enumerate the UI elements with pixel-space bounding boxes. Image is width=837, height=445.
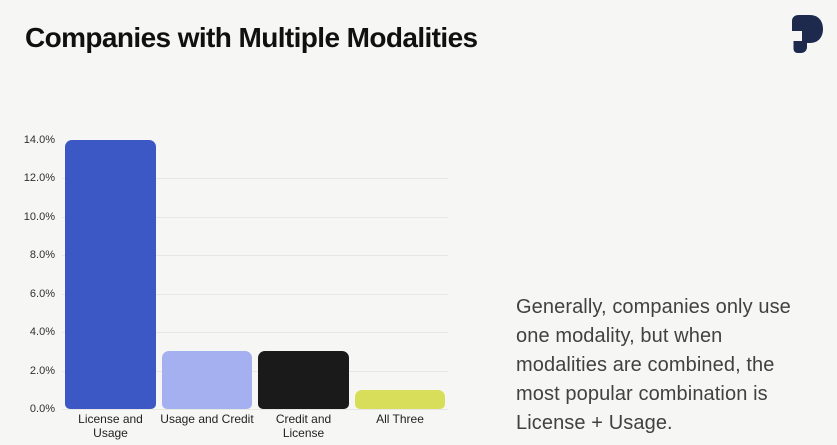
annotation-text: Generally, companies only use one modalit… xyxy=(516,293,791,438)
gridline-12 xyxy=(62,178,448,180)
bar-chart: 0.0% 2.0% 4.0% 6.0% 8.0% 10.0% 12.0% 14.0% Lice… xyxy=(23,134,448,440)
plot-area xyxy=(62,140,448,409)
bar-all-three xyxy=(354,389,445,409)
y-tick-label: 6.0% xyxy=(29,287,55,300)
gridline-10 xyxy=(62,216,448,218)
y-tick-label: 14.0% xyxy=(23,134,55,146)
annotation-line: License + Usage. xyxy=(516,412,673,434)
page-title: Companies with Multiple Modalities xyxy=(25,22,478,53)
x-axis-label-all-three: All Three xyxy=(376,412,424,426)
x-axis-label-credit-and-license: Credit and License xyxy=(275,412,332,440)
annotation-line: modalities are combined, the xyxy=(516,354,775,376)
y-tick-label: 2.0% xyxy=(29,364,55,377)
x-axis-label-license-and-usage: License and Usage xyxy=(78,412,143,440)
y-tick-label: 8.0% xyxy=(29,249,55,262)
gridline-2 xyxy=(62,370,448,372)
annotation-line: most popular combination is xyxy=(516,383,768,405)
y-tick-label: 12.0% xyxy=(23,172,55,185)
y-tick-label: 10.0% xyxy=(23,210,55,223)
y-tick-label: 4.0% xyxy=(29,326,55,339)
bar-credit-and-license xyxy=(258,351,349,409)
gridline-4 xyxy=(62,332,448,334)
bar-license-and-usage xyxy=(65,140,156,409)
x-axis-label-usage-and-credit: Usage and Credit xyxy=(160,412,254,426)
gridline-0 xyxy=(62,409,448,410)
annotation-line: one modality, but when xyxy=(516,325,723,347)
annotation-line: Generally, companies only use xyxy=(516,296,791,318)
bar-usage-and-credit xyxy=(161,351,252,409)
gridline-6 xyxy=(62,293,448,295)
y-tick-label: 0.0% xyxy=(29,403,55,415)
gridline-8 xyxy=(62,255,448,257)
paid-p-logo-icon xyxy=(792,15,823,53)
